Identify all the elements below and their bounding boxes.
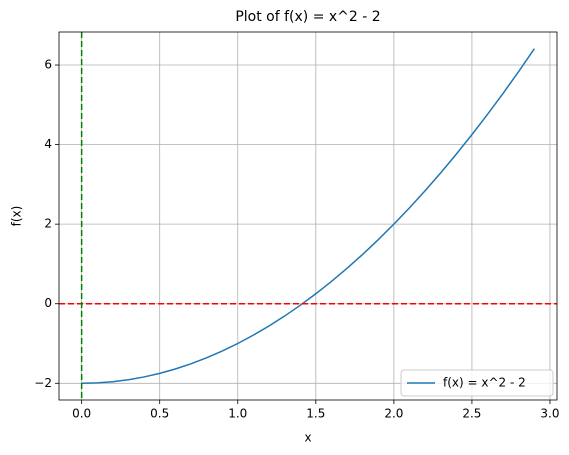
plot-frame bbox=[58, 31, 558, 401]
y-tick-label: −2 bbox=[34, 376, 52, 390]
line-series bbox=[81, 48, 535, 385]
y-tick-label: 4 bbox=[44, 137, 52, 151]
y-tick-label: 0 bbox=[44, 296, 52, 310]
x-tick-label: 1.5 bbox=[306, 407, 325, 421]
legend-label: f(x) = x^2 - 2 bbox=[443, 376, 526, 390]
y-tick-label: 2 bbox=[44, 217, 52, 231]
x-tick-label: 0.5 bbox=[150, 407, 169, 421]
x-tick-label: 2.5 bbox=[462, 407, 481, 421]
legend-box bbox=[400, 369, 554, 397]
x-tick-label: 0.0 bbox=[72, 407, 91, 421]
chart-title: Plot of f(x) = x^2 - 2 bbox=[235, 9, 380, 25]
x-tick-label: 2.0 bbox=[384, 407, 403, 421]
y-axis-label: f(x) bbox=[10, 206, 24, 227]
x-axis-label: x bbox=[304, 431, 311, 445]
y-tick-label: 6 bbox=[44, 58, 52, 72]
x-tick-label: 1.0 bbox=[228, 407, 247, 421]
x-tick-label: 3.0 bbox=[540, 407, 559, 421]
